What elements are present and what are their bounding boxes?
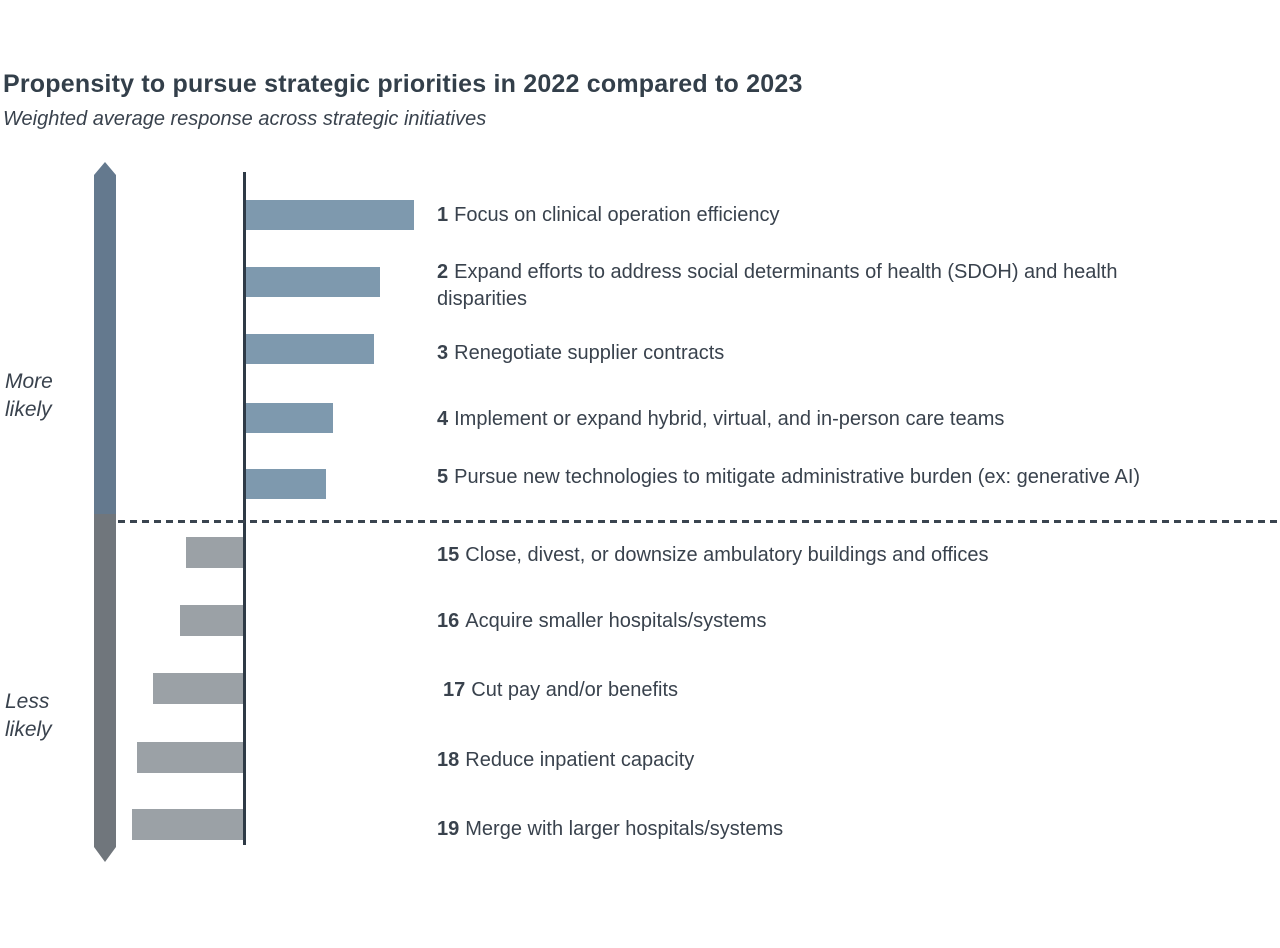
item-rank: 5	[437, 466, 449, 488]
label-item-15: 15 Close, divest, or downsize ambulatory …	[437, 542, 1177, 569]
item-rank: 16	[437, 610, 460, 632]
bar-item-4	[246, 403, 333, 433]
less-likely-arrow-icon	[94, 514, 116, 862]
item-rank: 1	[437, 204, 449, 226]
item-rank: 15	[437, 544, 460, 566]
item-text: Pursue new technologies to mitigate admi…	[454, 466, 1141, 488]
more-likely-arrow-icon	[94, 162, 116, 514]
bar-item-16	[180, 605, 243, 636]
item-text: Acquire smaller hospitals/systems	[465, 610, 767, 632]
item-rank: 18	[437, 749, 460, 771]
more-likely-axis-label: More likely	[5, 370, 53, 421]
item-text: Merge with larger hospitals/systems	[465, 818, 784, 840]
item-text: Cut pay and/or benefits	[471, 679, 679, 701]
label-item-5: 5 Pursue new technologies to mitigate adm…	[437, 464, 1177, 491]
bar-item-1	[246, 200, 414, 230]
dashed-divider-line	[118, 520, 1280, 523]
label-item-18: 18 Reduce inpatient capacity	[437, 747, 1177, 774]
label-item-1: 1 Focus on clinical operation efficiency	[437, 202, 1177, 229]
item-rank: 4	[437, 408, 449, 430]
bar-item-5	[246, 469, 326, 499]
chart-title: Propensity to pursue strategic prioritie…	[3, 70, 803, 98]
less-likely-axis-label: Less likely	[5, 690, 52, 741]
item-rank: 17	[443, 679, 466, 701]
label-item-19: 19 Merge with larger hospitals/systems	[437, 816, 1177, 843]
item-text: Close, divest, or downsize ambulatory bu…	[465, 544, 989, 566]
label-item-17: 17 Cut pay and/or benefits	[443, 677, 1183, 704]
bar-item-15	[186, 537, 243, 568]
item-rank: 3	[437, 342, 449, 364]
item-text: Renegotiate supplier contracts	[454, 342, 725, 364]
item-text: Expand efforts to address social determi…	[437, 261, 1118, 310]
bar-item-17	[153, 673, 243, 704]
item-rank: 2	[437, 261, 449, 283]
bar-item-3	[246, 334, 374, 364]
item-text: Implement or expand hybrid, virtual, and…	[454, 408, 1005, 430]
bar-item-19	[132, 809, 243, 840]
bar-item-18	[137, 742, 243, 773]
item-text: Reduce inpatient capacity	[465, 749, 695, 771]
baseline-axis	[243, 172, 246, 845]
label-item-16: 16 Acquire smaller hospitals/systems	[437, 608, 1177, 635]
item-text: Focus on clinical operation efficiency	[454, 204, 780, 226]
label-item-2: 2 Expand efforts to address social determ…	[437, 259, 1177, 313]
chart-subtitle: Weighted average response across strateg…	[3, 108, 487, 130]
bar-item-2	[246, 267, 380, 297]
item-rank: 19	[437, 818, 460, 840]
label-item-3: 3 Renegotiate supplier contracts	[437, 340, 1177, 367]
label-item-4: 4 Implement or expand hybrid, virtual, an…	[437, 406, 1177, 433]
